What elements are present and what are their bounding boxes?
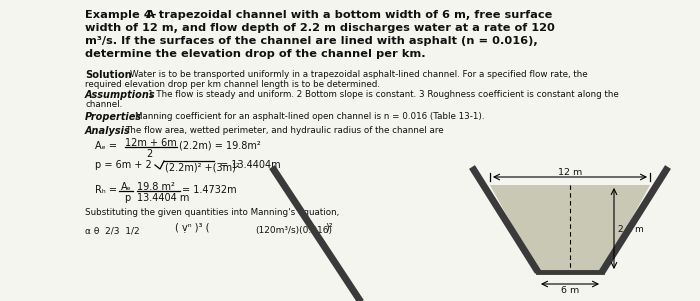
Text: 12m + 6m: 12m + 6m xyxy=(125,138,176,148)
Text: required elevation drop per km channel length is to be determined.: required elevation drop per km channel l… xyxy=(85,80,380,89)
Text: Properties: Properties xyxy=(85,112,142,122)
Text: )²: )² xyxy=(325,222,332,232)
Text: determine the elevation drop of the channel per km.: determine the elevation drop of the chan… xyxy=(85,49,426,59)
Text: Manning coefficient for an asphalt-lined open channel is n = 0.016 (Table 13-1).: Manning coefficient for an asphalt-lined… xyxy=(135,112,484,121)
Text: 2.2 m: 2.2 m xyxy=(618,225,644,234)
Text: The flow area, wetted perimeter, and hydraulic radius of the channel are: The flow area, wetted perimeter, and hyd… xyxy=(125,126,444,135)
Text: = 1.4732m: = 1.4732m xyxy=(182,185,237,195)
Text: Rₕ =: Rₕ = xyxy=(95,185,117,195)
Text: α θ  2/3  1/2: α θ 2/3 1/2 xyxy=(85,226,139,235)
Text: (2.2m)² +(3m)²: (2.2m)² +(3m)² xyxy=(165,162,239,172)
Text: Assumptions: Assumptions xyxy=(85,90,155,100)
Text: (120m³/s)(0.016): (120m³/s)(0.016) xyxy=(255,226,332,235)
Text: 1 The flow is steady and uniform. 2 Bottom slope is constant. 3 Roughness coeffi: 1 The flow is steady and uniform. 2 Bott… xyxy=(148,90,619,99)
Text: 12 m: 12 m xyxy=(558,168,582,177)
Text: p: p xyxy=(124,193,130,203)
Text: Aₑ =: Aₑ = xyxy=(95,141,117,151)
Text: A trapezoidal channel with a bottom width of 6 m, free surface: A trapezoidal channel with a bottom widt… xyxy=(138,10,552,20)
Text: 2: 2 xyxy=(146,149,153,159)
Text: Analysis: Analysis xyxy=(85,126,131,136)
Text: channel.: channel. xyxy=(85,100,122,109)
Text: width of 12 m, and flow depth of 2.2 m discharges water at a rate of 120: width of 12 m, and flow depth of 2.2 m d… xyxy=(85,23,555,33)
Text: ( ṿⁿ )³ (: ( ṿⁿ )³ ( xyxy=(175,222,209,232)
Polygon shape xyxy=(490,185,650,272)
Text: m³/s. If the surfaces of the channel are lined with asphalt (n = 0.016),: m³/s. If the surfaces of the channel are… xyxy=(85,36,538,46)
Text: Substituting the given quantities into Manning's equation,: Substituting the given quantities into M… xyxy=(85,208,340,217)
Text: 19.8 m²: 19.8 m² xyxy=(137,182,175,192)
Text: 13.4404 m: 13.4404 m xyxy=(137,193,190,203)
Text: Example 4-: Example 4- xyxy=(85,10,157,20)
Text: = 13.4404m: = 13.4404m xyxy=(217,160,281,170)
Text: Aₑ: Aₑ xyxy=(121,182,132,192)
Text: p = 6m + 2: p = 6m + 2 xyxy=(95,160,152,170)
Text: Solution: Solution xyxy=(85,70,132,80)
Text: 6 m: 6 m xyxy=(561,286,579,295)
Text: Water is to be transported uniformly in a trapezoidal asphalt-lined channel. For: Water is to be transported uniformly in … xyxy=(130,70,587,79)
Text: (2.2m) = 19.8m²: (2.2m) = 19.8m² xyxy=(179,141,260,151)
